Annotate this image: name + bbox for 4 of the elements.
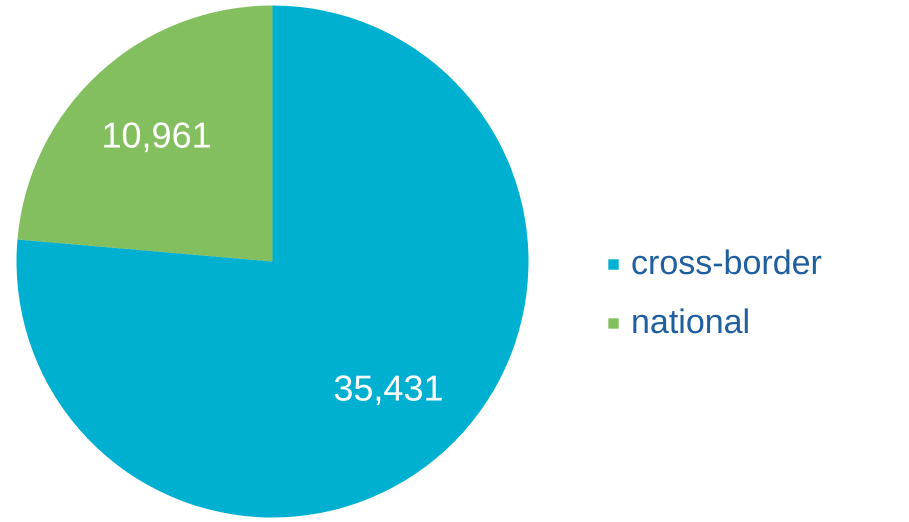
data-label: 35,431 [333, 367, 444, 408]
legend-label: national [631, 303, 750, 342]
data-label: 10,961 [102, 114, 212, 156]
legend-label: cross-border [631, 244, 822, 283]
